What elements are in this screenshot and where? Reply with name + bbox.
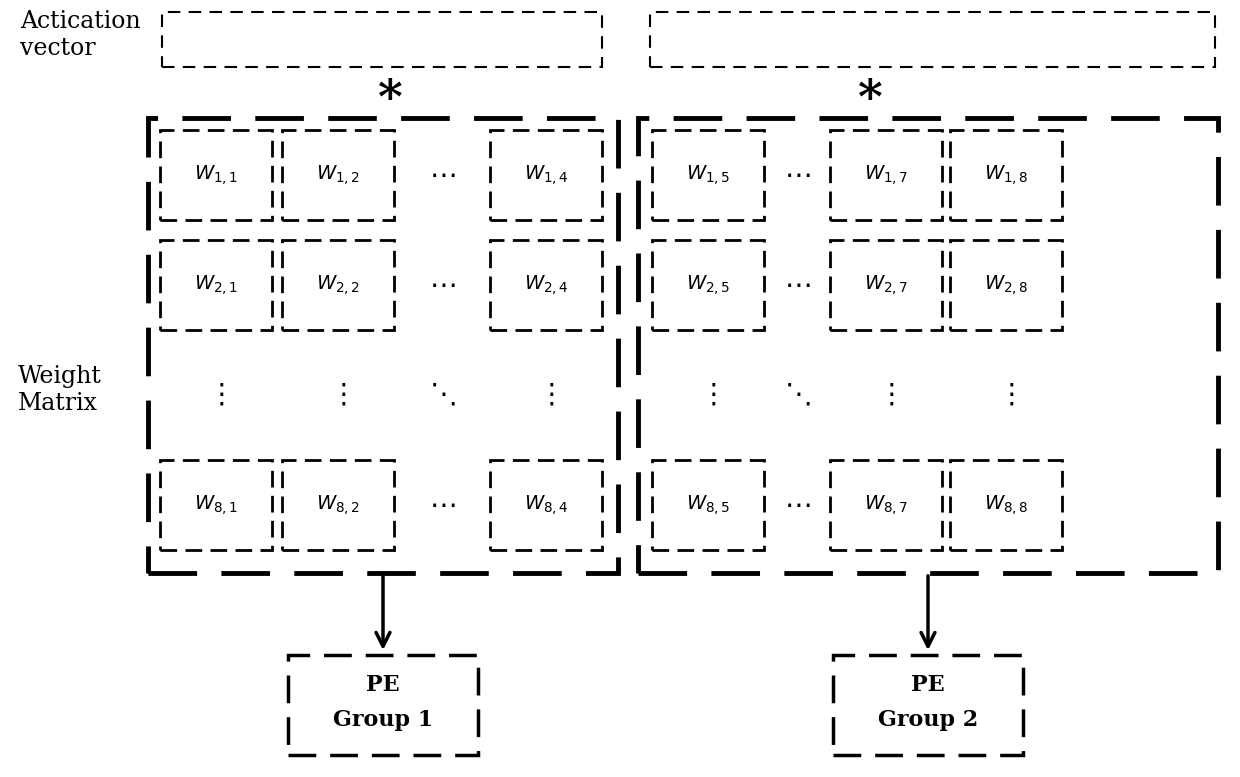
Text: Actication
vector: Actication vector — [20, 10, 140, 60]
Text: $\vdots$: $\vdots$ — [537, 381, 554, 409]
Text: $\vdots$: $\vdots$ — [878, 381, 894, 409]
Text: $\cdots$: $\cdots$ — [784, 271, 810, 299]
Text: Group 2: Group 2 — [878, 709, 978, 731]
Text: $W_{8,1}$: $W_{8,1}$ — [193, 493, 238, 517]
Text: Group 1: Group 1 — [332, 709, 433, 731]
Text: $W_{2,5}$: $W_{2,5}$ — [686, 273, 730, 297]
Text: $\cdots$: $\cdots$ — [429, 161, 455, 189]
Text: $W_{8,8}$: $W_{8,8}$ — [983, 493, 1028, 517]
Text: $W_{2,2}$: $W_{2,2}$ — [316, 273, 360, 297]
Text: PE: PE — [911, 674, 945, 696]
Text: $\cdots$: $\cdots$ — [429, 491, 455, 519]
Text: $\vdots$: $\vdots$ — [699, 381, 717, 409]
Text: $W_{1,4}$: $W_{1,4}$ — [523, 163, 568, 187]
Text: Weight
Matrix: Weight Matrix — [19, 365, 102, 415]
Text: $\cdots$: $\cdots$ — [784, 161, 810, 189]
Text: *: * — [378, 77, 402, 123]
Text: $\cdots$: $\cdots$ — [429, 271, 455, 299]
Text: $W_{1,2}$: $W_{1,2}$ — [316, 163, 360, 187]
Text: $\cdots$: $\cdots$ — [784, 491, 810, 519]
Text: $W_{1,5}$: $W_{1,5}$ — [686, 163, 730, 187]
Text: $W_{2,8}$: $W_{2,8}$ — [983, 273, 1028, 297]
Text: $W_{2,4}$: $W_{2,4}$ — [523, 273, 568, 297]
Text: $W_{2,7}$: $W_{2,7}$ — [864, 273, 908, 297]
Text: $W_{8,7}$: $W_{8,7}$ — [864, 493, 908, 517]
Text: $\ddots$: $\ddots$ — [784, 381, 810, 409]
Text: *: * — [858, 77, 883, 123]
Text: $W_{2,1}$: $W_{2,1}$ — [193, 273, 238, 297]
Text: $W_{8,5}$: $W_{8,5}$ — [686, 493, 730, 517]
Text: $\vdots$: $\vdots$ — [997, 381, 1014, 409]
Text: $W_{8,4}$: $W_{8,4}$ — [523, 493, 568, 517]
Text: PE: PE — [366, 674, 399, 696]
Text: $W_{8,2}$: $W_{8,2}$ — [316, 493, 360, 517]
Text: $W_{1,7}$: $W_{1,7}$ — [864, 163, 908, 187]
Text: $\vdots$: $\vdots$ — [207, 381, 224, 409]
Text: $W_{1,1}$: $W_{1,1}$ — [193, 163, 238, 187]
Text: $W_{1,8}$: $W_{1,8}$ — [983, 163, 1028, 187]
Text: $\vdots$: $\vdots$ — [330, 381, 347, 409]
Text: $\ddots$: $\ddots$ — [429, 381, 455, 409]
